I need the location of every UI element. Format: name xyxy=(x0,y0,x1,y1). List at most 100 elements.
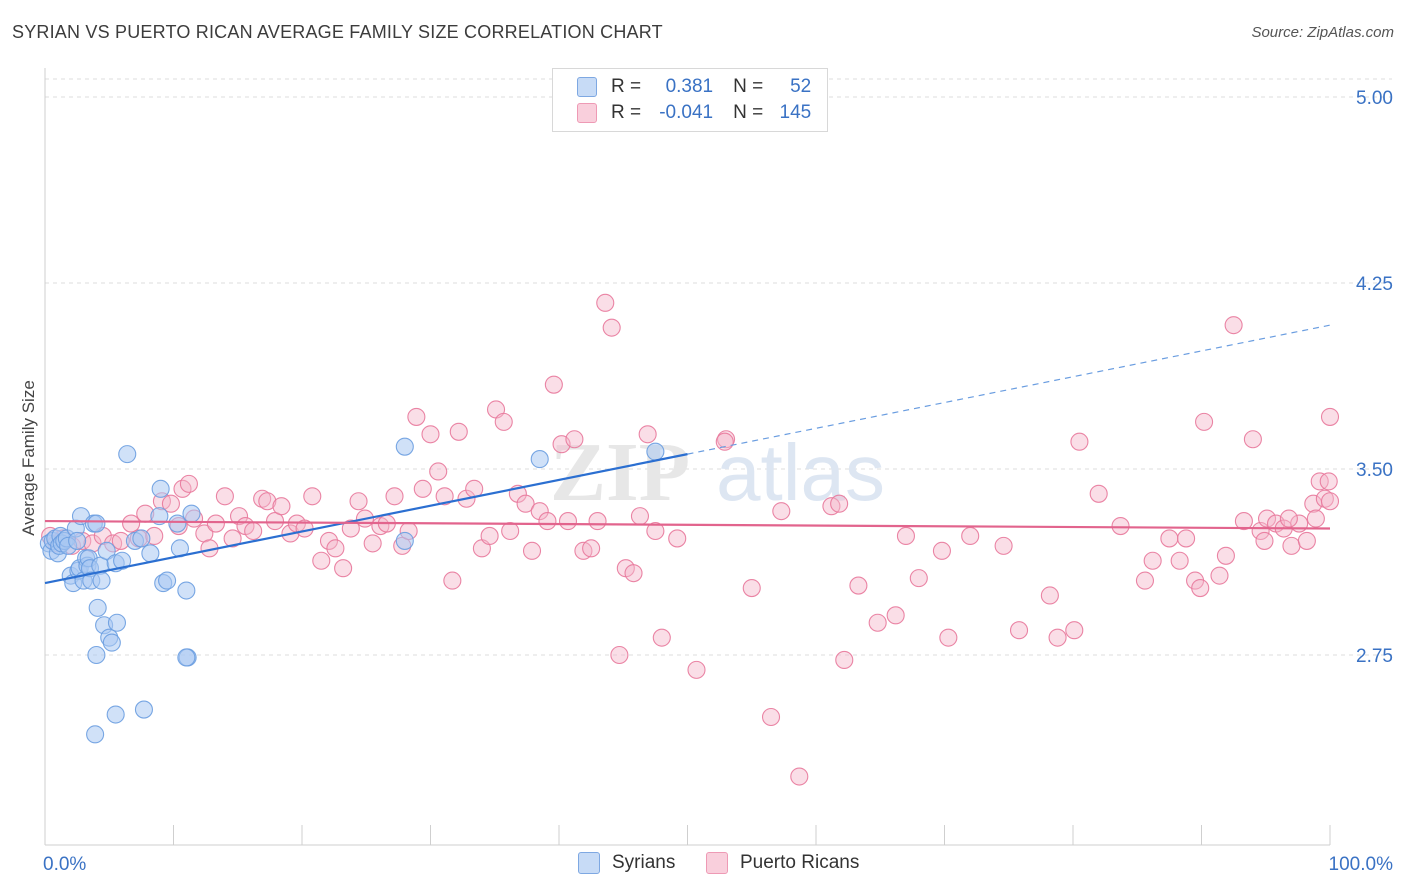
puerto-rican-point xyxy=(1306,509,1325,528)
series-legend: Syrians Puerto Ricans xyxy=(0,852,1406,878)
puerto-rican-point xyxy=(742,578,761,598)
syrian-point xyxy=(530,450,549,469)
puerto-rican-point xyxy=(435,487,454,506)
y-tick-label: 5.00 xyxy=(1356,88,1393,109)
puerto-rican-point xyxy=(501,521,520,541)
puerto-rican-point xyxy=(449,422,468,441)
puerto-rican-point xyxy=(223,529,242,548)
legend-n-label: N = xyxy=(733,76,764,97)
puerto-rican-point xyxy=(334,559,353,578)
legend-row-puerto-ricans: R = -0.041 N = 145 xyxy=(577,100,811,126)
puerto-rican-point xyxy=(582,539,601,558)
y-tick-label: 4.25 xyxy=(1356,274,1393,295)
puerto-rican-point xyxy=(1070,432,1089,451)
syrian-point xyxy=(113,551,132,570)
puerto-rican-points xyxy=(41,293,1340,786)
legend-row-syrians: R = 0.381 N = 52 xyxy=(577,74,811,100)
puerto-rican-point xyxy=(1191,578,1210,598)
puerto-rican-point xyxy=(530,502,549,521)
puerto-rican-point xyxy=(363,534,382,553)
puerto-rican-point xyxy=(602,318,621,337)
y-tick-label: 3.50 xyxy=(1356,460,1393,481)
x-tick-label: 100.0% xyxy=(1329,854,1394,875)
puerto-rican-point xyxy=(1048,628,1067,647)
syrian-point xyxy=(134,700,153,719)
puerto-rican-point xyxy=(1279,509,1298,528)
legend-n-value: 145 xyxy=(779,102,812,123)
puerto-rican-point xyxy=(630,507,650,526)
puerto-rican-point xyxy=(886,606,905,625)
series-label-puerto-ricans: Puerto Ricans xyxy=(740,852,860,873)
syrian-point xyxy=(102,633,121,652)
legend-r-value: -0.041 xyxy=(659,102,714,123)
chart-title: SYRIAN VS PUERTO RICAN AVERAGE FAMILY SI… xyxy=(12,22,663,42)
watermark-zip: ZIP xyxy=(550,426,690,519)
axes xyxy=(44,68,1331,846)
puerto-rican-point xyxy=(244,521,263,541)
syrian-point xyxy=(141,544,160,563)
puerto-rican-point xyxy=(544,375,563,394)
puerto-rican-point xyxy=(319,531,339,550)
y-axis-label: Average Family Size xyxy=(19,380,38,536)
puerto-rican-point xyxy=(1243,430,1262,449)
puerto-rican-point xyxy=(407,407,426,426)
puerto-rican-point xyxy=(1111,516,1130,536)
puerto-rican-point xyxy=(258,492,277,511)
syrian-point xyxy=(132,529,151,548)
legend-r-label: R = xyxy=(611,76,642,97)
puerto-rican-point xyxy=(494,412,513,431)
puerto-rican-point xyxy=(715,432,734,451)
legend-n-label: N = xyxy=(733,102,764,123)
puerto-rican-point xyxy=(1234,512,1253,531)
series-label-syrians: Syrians xyxy=(612,852,676,873)
syrian-trend-line xyxy=(44,453,688,585)
puerto-rican-point xyxy=(443,571,462,590)
syrian-point xyxy=(646,442,665,461)
puerto-rican-point xyxy=(652,628,671,647)
watermark: ZIP atlas xyxy=(550,426,885,519)
series-legend-puerto-ricans: Puerto Ricans xyxy=(706,852,859,874)
tick-labels: 2.75 3.50 4.25 5.00 0.0% 100.0% xyxy=(43,88,1393,875)
puerto-rican-point xyxy=(939,628,958,647)
syrian-point xyxy=(87,514,106,533)
puerto-rican-point xyxy=(1210,566,1229,585)
syrian-point xyxy=(97,541,116,560)
puerto-rican-point xyxy=(326,539,345,558)
syrian-point xyxy=(92,571,111,590)
syrian-point xyxy=(68,531,87,550)
puerto-rican-point xyxy=(1170,551,1189,570)
puerto-rican-point xyxy=(830,494,849,513)
puerto-rican-point xyxy=(385,487,404,506)
y-tick-label: 2.75 xyxy=(1356,646,1393,667)
gridlines xyxy=(45,78,1392,656)
puerto-rican-point xyxy=(538,512,557,531)
puerto-rican-point xyxy=(1089,484,1108,503)
correlation-legend: R = 0.381 N = 52 R = -0.041 N = 145 xyxy=(552,68,828,132)
puerto-rican-point xyxy=(1319,472,1338,491)
puerto-rican-point xyxy=(215,487,234,506)
puerto-rican-point xyxy=(1255,531,1274,550)
puerto-rican-point xyxy=(646,521,665,541)
legend-n-value: 52 xyxy=(790,76,812,97)
puerto-rican-point xyxy=(961,526,980,546)
puerto-rican-point xyxy=(229,507,249,526)
puerto-rican-point xyxy=(596,293,615,312)
syrian-point xyxy=(150,507,169,526)
puerto-rican-point xyxy=(558,512,578,531)
syrian-point xyxy=(107,613,127,632)
watermark-atlas: atlas xyxy=(716,428,885,517)
puerto-rican-point xyxy=(265,512,285,531)
puerto-rican-point xyxy=(896,526,916,546)
puerto-rican-point xyxy=(1143,551,1162,570)
puerto-rican-point xyxy=(1065,621,1084,640)
puerto-rican-point xyxy=(1224,316,1243,335)
syrian-point xyxy=(151,479,170,498)
puerto-rican-point xyxy=(909,569,928,588)
syrian-point xyxy=(177,648,196,667)
series-swatch-syrians xyxy=(578,852,600,874)
puerto-rican-point xyxy=(349,492,368,511)
puerto-rican-point xyxy=(868,613,887,632)
puerto-rican-point xyxy=(835,650,854,670)
puerto-rican-point xyxy=(994,536,1013,555)
puerto-rican-point xyxy=(1216,546,1235,565)
